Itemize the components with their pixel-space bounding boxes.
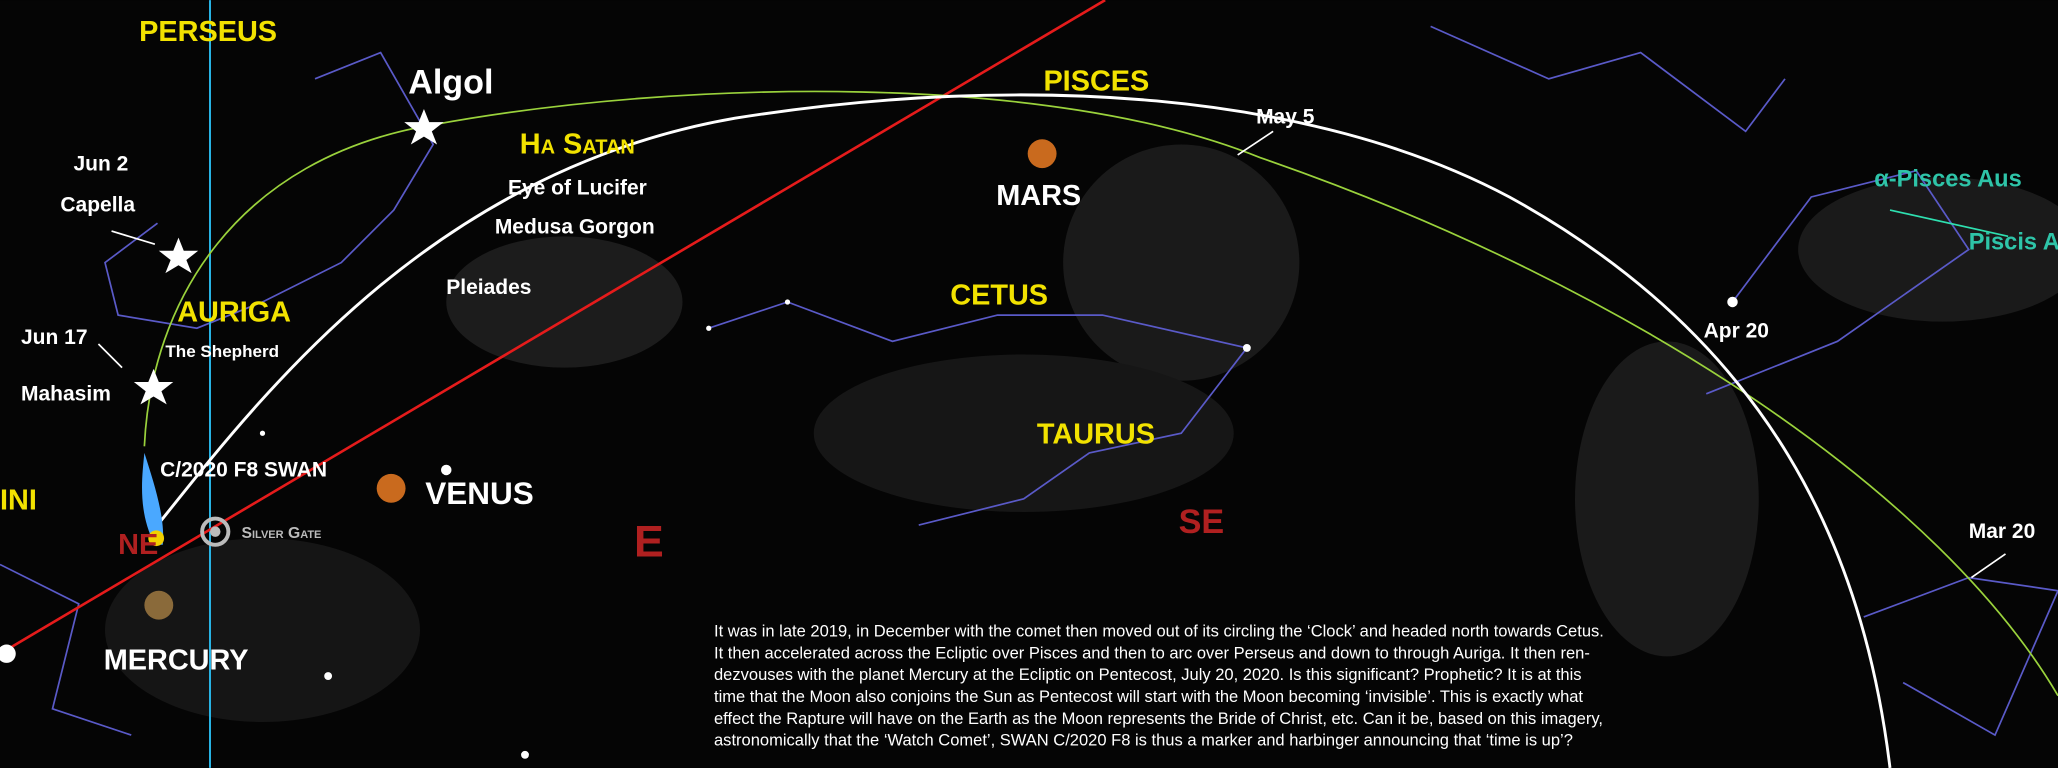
label: May 5 bbox=[1256, 105, 1315, 128]
green-orbit bbox=[143, 90, 2058, 697]
venus-icon bbox=[376, 473, 406, 503]
label: VENUS bbox=[425, 475, 534, 511]
label: α-Pisces Aus bbox=[1874, 166, 2022, 192]
silver-gate-icon bbox=[200, 516, 231, 547]
label: CETUS bbox=[950, 280, 1048, 312]
label: MARS bbox=[996, 180, 1081, 212]
label: Eye of Lucifer bbox=[508, 176, 647, 199]
label: Mahasim bbox=[21, 382, 111, 405]
label: MERCURY bbox=[104, 644, 249, 676]
label: Silver Gate bbox=[242, 525, 322, 542]
label: PERSEUS bbox=[139, 16, 277, 48]
pointer-lines bbox=[97, 130, 2006, 579]
mercury-icon bbox=[144, 590, 174, 620]
label: NE bbox=[118, 529, 158, 561]
label: AURIGA bbox=[177, 297, 291, 329]
label: Piscis A bbox=[1969, 229, 2058, 255]
label: PISCES bbox=[1043, 66, 1149, 98]
labels: PERSEUS Algol Ha Satan Eye of Lucifer Me… bbox=[0, 16, 2058, 677]
paragraph-line: dezvouses with the planet Mercury at the… bbox=[714, 665, 1582, 684]
label: Ha Satan bbox=[520, 129, 635, 161]
label: The Shepherd bbox=[165, 342, 279, 361]
label: SE bbox=[1179, 503, 1225, 541]
label: Pleiades bbox=[446, 276, 531, 299]
paragraph-line: time that the Moon also conjoins the Sun… bbox=[714, 687, 1583, 706]
paragraph: It was in late 2019, in December with th… bbox=[714, 622, 1604, 750]
label: Apr 20 bbox=[1704, 319, 1769, 342]
paragraph-line: astronomically that the ‘Watch Comet’, S… bbox=[714, 731, 1573, 750]
label: Mar 20 bbox=[1969, 520, 2036, 543]
silver-gate-dot bbox=[210, 526, 221, 537]
label: E bbox=[634, 518, 664, 567]
label: Jun 17 bbox=[21, 326, 88, 349]
comet-path bbox=[156, 93, 1892, 768]
ecliptic-line bbox=[0, 0, 1106, 655]
paragraph-line: It was in late 2019, in December with th… bbox=[714, 622, 1604, 641]
mars-icon bbox=[1027, 139, 1057, 169]
stars bbox=[0, 109, 1738, 759]
label: INI bbox=[0, 484, 37, 516]
label: C/2020 F8 SWAN bbox=[160, 459, 327, 482]
label: TAURUS bbox=[1037, 419, 1155, 451]
label: Capella bbox=[60, 193, 135, 216]
comet-tail bbox=[142, 452, 164, 545]
label: Algol bbox=[408, 63, 493, 101]
paragraph-line: effect the Rapture will have on the Eart… bbox=[714, 709, 1603, 728]
label: Jun 2 bbox=[74, 153, 129, 176]
constellation-art bbox=[0, 25, 2058, 737]
comet-head bbox=[148, 530, 165, 547]
paragraph-line: It then accelerated across the Ecliptic … bbox=[714, 643, 1590, 662]
label: Medusa Gorgon bbox=[495, 216, 655, 239]
